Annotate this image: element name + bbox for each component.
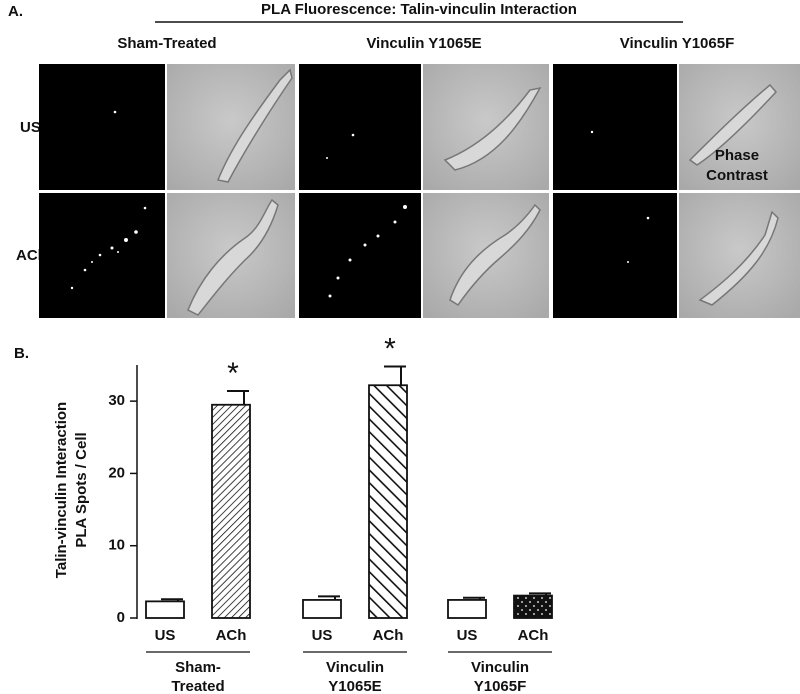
bar <box>302 599 342 619</box>
column-header: Vinculin Y1065E <box>366 35 481 52</box>
y-tick-label: 20 <box>108 464 125 481</box>
group-label: Treated <box>171 678 224 694</box>
x-tick-label: ACh <box>216 627 247 644</box>
x-tick-label: US <box>312 627 333 644</box>
panel-label: A. <box>8 3 23 20</box>
significance-marker: * <box>227 357 239 390</box>
overlay-label: Contrast <box>706 167 768 184</box>
bar <box>447 599 487 619</box>
significance-marker: * <box>384 332 396 365</box>
row-label: US <box>20 119 41 136</box>
fluorescence-image <box>39 193 165 318</box>
y-axis-label: Talin-vinculin Interaction <box>53 402 70 578</box>
fluorescence-image <box>299 64 421 190</box>
fluorescence-image <box>553 64 677 190</box>
y-tick-label: 30 <box>108 392 125 409</box>
group-label: Y1065E <box>328 678 381 694</box>
group-label: Sham- <box>175 659 221 676</box>
fluorescence-image <box>39 64 165 190</box>
bar <box>513 594 553 619</box>
y-tick-label: 0 <box>117 609 125 626</box>
bar <box>145 600 185 619</box>
y-axis-label: PLA Spots / Cell <box>73 432 90 547</box>
phase-image <box>423 64 549 190</box>
overlay-label: Phase <box>715 147 759 164</box>
x-tick-label: ACh <box>373 627 404 644</box>
y-tick-label: 10 <box>108 537 125 554</box>
panel-label: B. <box>14 345 29 362</box>
phase-image <box>679 193 800 318</box>
group-label: Vinculin <box>326 659 384 676</box>
group-label: Vinculin <box>471 659 529 676</box>
column-header: Vinculin Y1065F <box>620 35 735 52</box>
group-label: Y1065F <box>474 678 527 694</box>
column-header: Sham-Treated <box>117 35 216 52</box>
x-tick-label: ACh <box>518 627 549 644</box>
x-tick-label: US <box>155 627 176 644</box>
micrographs: Phase Contrast <box>39 64 800 318</box>
panel-title: PLA Fluorescence: Talin-vinculin Interac… <box>261 1 577 18</box>
fluorescence-image <box>553 193 677 318</box>
bar <box>211 403 251 619</box>
bar <box>368 384 408 619</box>
x-tick-label: US <box>457 627 478 644</box>
fluorescence-image <box>299 193 421 318</box>
